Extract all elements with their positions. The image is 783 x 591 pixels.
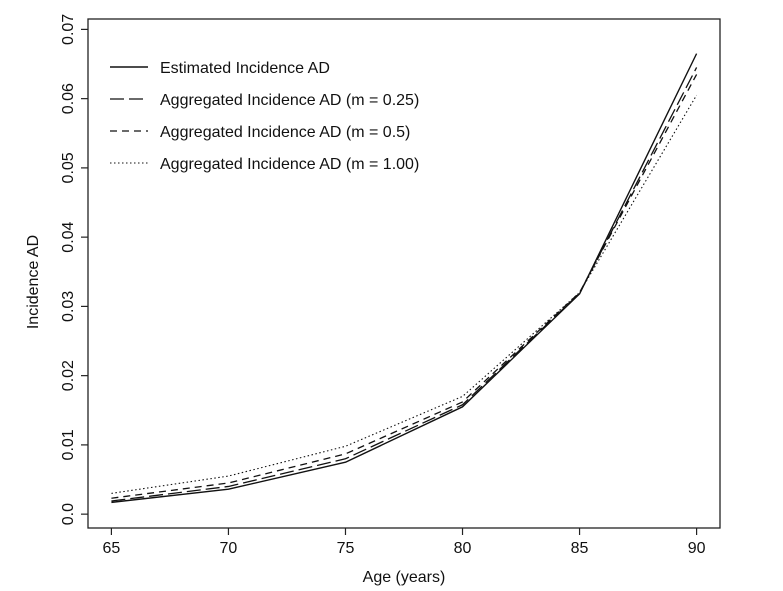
x-tick-label: 70 (220, 540, 238, 557)
x-tick-label: 85 (571, 540, 589, 557)
y-tick-label: 0.06 (60, 83, 77, 114)
series-line-3 (111, 74, 698, 499)
y-tick-label: 0.07 (60, 14, 77, 45)
x-axis-label: Age (years) (363, 569, 446, 586)
y-tick-label: 0.04 (60, 221, 77, 252)
x-tick-label: 80 (454, 540, 472, 557)
legend: Estimated Incidence AD Aggregated Inciden… (110, 60, 419, 173)
y-tick-label: 0.03 (60, 291, 77, 322)
y-tick-label: 0.05 (60, 152, 77, 183)
series-line-1 (111, 53, 698, 504)
series-layer (111, 53, 698, 504)
legend-label-2: Aggregated Incidence AD (m = 0.25) (160, 92, 419, 109)
axes: 65 70 75 80 85 90 0.0 0.01 0.02 0.03 0.04 0.05 0.06 0… (60, 14, 721, 557)
y-tick-label: 0.02 (60, 360, 77, 391)
y-tick-label: 0.01 (60, 429, 77, 460)
x-tick-label: 65 (103, 540, 121, 557)
y-tick-label: 0.0 (60, 503, 77, 525)
series-line-4 (111, 94, 698, 494)
x-tick-label: 75 (337, 540, 355, 557)
y-axis-label: Incidence AD (25, 235, 42, 329)
x-tick-label: 90 (688, 540, 706, 557)
legend-label-3: Aggregated Incidence AD (m = 0.5) (160, 124, 410, 141)
legend-label-4: Aggregated Incidence AD (m = 1.00) (160, 156, 419, 173)
plot-frame (87, 18, 721, 529)
legend-label-1: Estimated Incidence AD (160, 60, 330, 77)
